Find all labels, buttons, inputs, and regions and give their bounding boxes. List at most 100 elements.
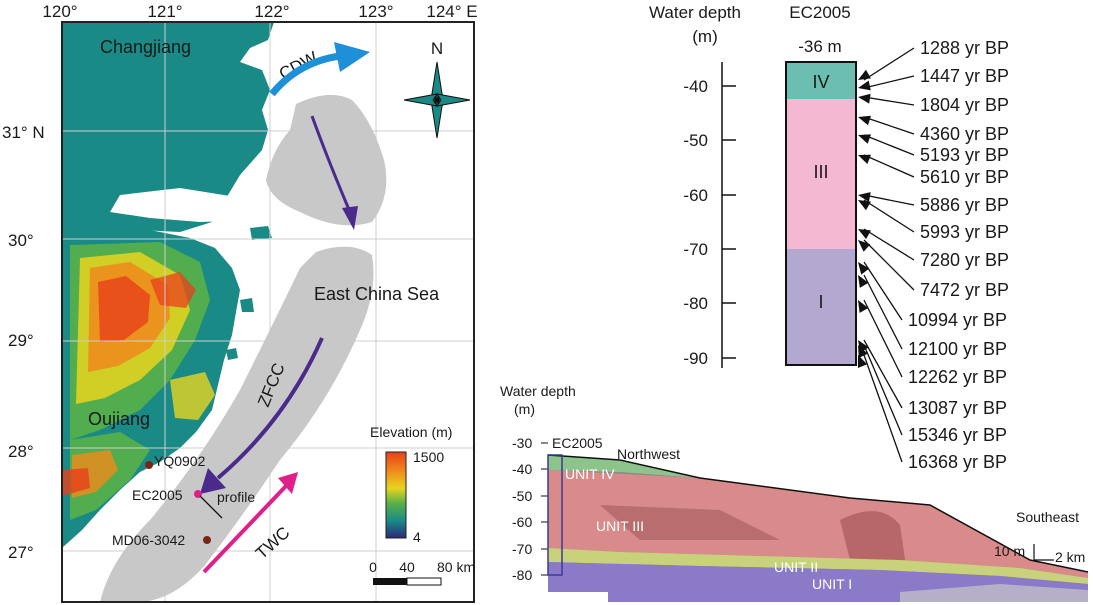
core-name: EC2005 <box>789 3 850 22</box>
profile-ticks <box>541 442 548 576</box>
cdw-plume <box>266 94 387 226</box>
map-scale-bar: 0 40 80 km <box>369 559 475 586</box>
label-changjiang: Changjiang <box>100 37 191 57</box>
profile-unit-iv <box>548 455 700 478</box>
core-tick--80: -80 <box>683 294 708 313</box>
seismic-section <box>548 455 1088 602</box>
age-label: 5193 yr BP <box>920 145 1009 165</box>
legend-max: 1500 <box>413 449 444 465</box>
site-md06 <box>203 536 211 544</box>
label-yq0902: YQ0902 <box>154 453 206 469</box>
label-east-china-sea: East China Sea <box>314 284 440 304</box>
seafloor-line <box>547 454 1089 573</box>
age-arrow-head <box>858 262 870 275</box>
profile-tick--80: -80 <box>512 567 532 583</box>
core-tick--70: -70 <box>683 240 708 259</box>
profile-tick--50: -50 <box>512 488 532 504</box>
age-arrow-head <box>858 229 871 240</box>
scale-80: 80 km <box>437 559 475 575</box>
age-arrow <box>863 354 903 463</box>
age-label: 5886 yr BP <box>920 195 1009 215</box>
north-label: N <box>431 39 443 58</box>
age-label: 5993 yr BP <box>920 222 1009 242</box>
age-arrow-head <box>858 300 869 313</box>
core-tick--40: -40 <box>683 77 708 96</box>
core-unit-iii <box>786 99 856 249</box>
age-arrow <box>863 116 915 135</box>
core-y-title-1: Water depth <box>649 3 741 22</box>
lon-label-120: 120° <box>42 2 77 21</box>
age-arrow <box>863 194 915 206</box>
age-label: 1447 yr BP <box>920 66 1009 86</box>
age-arrow-head <box>858 115 871 126</box>
lat-label-29: 29° <box>8 331 34 350</box>
lat-label-30: 30° <box>8 231 34 250</box>
core-panel: Water depth (m) EC2005 -36 m -40 -50 -60… <box>649 3 1009 472</box>
profile-site-label: EC2005 <box>552 435 603 451</box>
site-yq0902 <box>145 461 153 469</box>
lat-label-28: 28° <box>8 442 34 461</box>
age-label: 12100 yr BP <box>908 339 1007 359</box>
profile-tick--60: -60 <box>512 514 532 530</box>
map-frame <box>61 21 475 603</box>
lon-label-121: 121° <box>147 2 182 21</box>
lat-label-27: 27° <box>8 543 34 562</box>
age-label: 7280 yr BP <box>920 250 1009 270</box>
core-unit-iv <box>786 62 856 99</box>
age-arrow-head <box>857 355 868 368</box>
age-label: 4360 yr BP <box>920 124 1009 144</box>
zfcc-arrow-head <box>200 468 226 494</box>
cdw-arrow-head <box>334 42 370 72</box>
profile-panel: Water depth (m) -30 -40 -50 -60 -70 -80 <box>500 383 1089 605</box>
age-arrow <box>863 199 915 233</box>
age-arrows <box>857 47 915 463</box>
age-label: 1804 yr BP <box>920 95 1009 115</box>
core-tick--50: -50 <box>683 131 708 150</box>
age-arrow-head <box>858 154 871 165</box>
map-panel: 120° 121° 122° 123° 124° E 31° N 30° 29°… <box>2 2 478 603</box>
profile-tick--40: -40 <box>512 461 532 477</box>
age-arrow-head <box>858 200 871 211</box>
profile-southeast: Southeast <box>1016 509 1079 525</box>
cdw-arrow <box>269 52 341 97</box>
core-tick--90: -90 <box>683 349 708 368</box>
profile-unit-iii <box>548 470 1088 578</box>
label-profile: profile <box>217 489 255 505</box>
age-arrow <box>863 228 915 261</box>
core-tick--60: -60 <box>683 186 708 205</box>
age-arrow-head <box>858 134 871 144</box>
core-top-depth: -36 m <box>798 37 841 56</box>
zfcc-arrow <box>216 337 324 480</box>
scale-0: 0 <box>369 559 377 575</box>
profile-unit-iv-label: UNIT IV <box>565 466 615 482</box>
zfcc-arrow-upper-head <box>342 206 358 230</box>
age-arrow <box>863 274 903 350</box>
profile-line <box>199 495 223 519</box>
label-oujiang: Oujiang <box>88 409 150 429</box>
age-label: 16368 yr BP <box>908 452 1007 472</box>
age-arrow <box>863 261 903 321</box>
age-arrow <box>863 96 915 106</box>
profile-unit-iii-label: UNIT III <box>596 518 644 534</box>
core-column <box>785 61 857 366</box>
profile-scale: 10 m 2 km <box>994 543 1085 565</box>
profile-y-title-2: (m) <box>514 401 535 417</box>
northern-lowland <box>62 22 274 236</box>
age-arrow-head <box>858 345 868 358</box>
north-arrow-icon: N <box>403 39 471 139</box>
age-labels: 1288 yr BP 1447 yr BP 1804 yr BP 4360 yr BP… <box>908 38 1009 472</box>
age-label: 12262 yr BP <box>908 367 1007 387</box>
core-unit-i-label: I <box>818 292 823 312</box>
core-unit-iv-label: IV <box>812 72 829 92</box>
zfcc-band <box>100 246 374 602</box>
profile-unit-i-label: UNIT I <box>812 576 852 592</box>
profile-unit-ii-label: UNIT II <box>774 559 818 575</box>
core-unit-i <box>786 249 856 365</box>
age-arrow <box>863 47 915 81</box>
scale-40: 40 <box>399 559 415 575</box>
profile-scale-v: 10 m <box>994 543 1025 559</box>
age-arrow <box>863 299 903 378</box>
age-label: 15346 yr BP <box>908 425 1007 445</box>
age-arrow-head <box>858 93 871 104</box>
